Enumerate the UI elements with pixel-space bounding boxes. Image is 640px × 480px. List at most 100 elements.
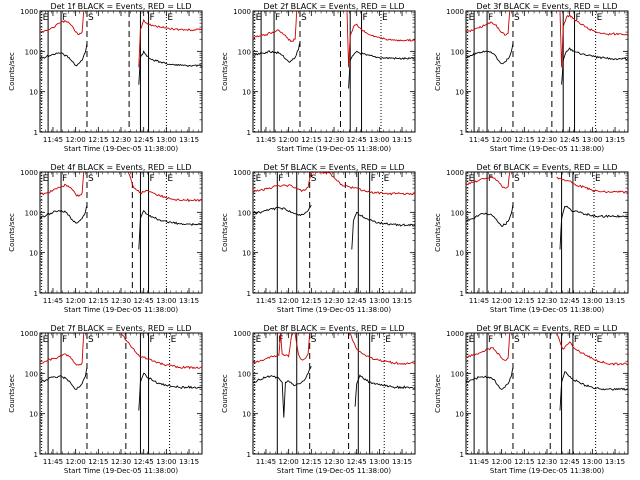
series-events-line	[253, 366, 415, 418]
marker-label: E	[43, 13, 49, 23]
y-tick-label: 1	[247, 451, 251, 459]
y-tick-label: 1000	[233, 169, 251, 177]
x-tick-label: 12:30	[111, 136, 131, 144]
marker-label: F	[576, 13, 581, 23]
y-tick-label: 1000	[446, 169, 464, 177]
y-tick-label: 100	[238, 48, 251, 56]
x-tick-label: 11:45	[469, 297, 489, 305]
series-events-line	[253, 204, 415, 250]
marker-label: F	[574, 174, 579, 184]
x-tick-label: 12:30	[537, 458, 557, 466]
y-tick-label: 1	[460, 290, 464, 298]
y-tick-label: 1000	[446, 330, 464, 338]
x-tick-label: 13:15	[392, 458, 412, 466]
y-tick-label: 10	[242, 89, 251, 97]
x-tick-label: 13:00	[156, 458, 176, 466]
x-tick-label: 12:30	[324, 458, 344, 466]
marker-label: E	[385, 335, 391, 345]
y-tick-label: 1000	[20, 8, 38, 16]
marker-label: E	[595, 174, 601, 184]
marker-label: F	[488, 174, 493, 184]
marker-label: E	[256, 174, 262, 184]
marker-label: S	[311, 174, 317, 184]
x-tick-label: 12:15	[514, 136, 534, 144]
marker-label: E	[384, 174, 390, 184]
marker-label: E	[171, 335, 177, 345]
x-tick-label: 12:00	[492, 458, 512, 466]
y-tick-label: 1	[247, 290, 251, 298]
x-tick-label: 12:45	[560, 136, 580, 144]
x-tick-label: 13:15	[392, 136, 412, 144]
x-tick-label: 12:45	[347, 458, 367, 466]
x-tick-label: 12:15	[301, 458, 321, 466]
marker-label: S	[514, 335, 520, 345]
series-lld-line	[40, 333, 202, 370]
y-tick-label: 10	[242, 411, 251, 419]
x-tick-label: 12:00	[492, 297, 512, 305]
series-lld-line	[40, 11, 202, 68]
marker-label: S	[301, 13, 307, 23]
x-tick-label: 13:15	[605, 458, 625, 466]
y-tick-label: 100	[451, 48, 464, 56]
x-tick-label: 12:00	[279, 458, 299, 466]
x-tick-label: 13:00	[582, 136, 602, 144]
x-tick-label: 12:15	[514, 297, 534, 305]
x-tick-label: 11:45	[256, 136, 276, 144]
chart-title: Det 4f BLACK = Events, RED = LLD	[50, 163, 191, 172]
x-axis-label: Start Time (19-Dec-05 11:38:00)	[64, 145, 178, 153]
marker-label: S	[311, 335, 317, 345]
y-tick-label: 10	[455, 250, 464, 258]
chart-panel-4: Det 4f BLACK = Events, RED = LLD 1 10 100 10…	[8, 163, 203, 314]
marker-label: E	[43, 335, 49, 345]
series-lld-line	[466, 333, 628, 366]
x-tick-label: 12:45	[560, 297, 580, 305]
series-lld-line	[253, 11, 415, 68]
series-lld-line	[466, 172, 628, 194]
y-axis-label: Counts/sec	[221, 52, 229, 91]
x-tick-label: 12:15	[301, 297, 321, 305]
x-tick-label: 12:00	[66, 297, 86, 305]
marker-label: F	[275, 13, 280, 23]
marker-label: S	[88, 335, 94, 345]
x-tick-label: 13:15	[392, 297, 412, 305]
x-tick-label: 12:00	[66, 458, 86, 466]
y-axis-label: Counts/sec	[434, 52, 442, 91]
marker-label: S	[514, 174, 520, 184]
marker-label: E	[597, 13, 603, 23]
chart-panel-8: Det 8f BLACK = Events, RED = LLD 1 10 100 10…	[221, 324, 416, 475]
x-tick-label: 13:00	[582, 458, 602, 466]
y-tick-label: 100	[451, 370, 464, 378]
y-axis-label: Counts/sec	[221, 213, 229, 252]
y-tick-label: 100	[451, 209, 464, 217]
marker-label: F	[371, 335, 376, 345]
y-tick-label: 100	[25, 209, 38, 217]
x-tick-label: 12:30	[537, 136, 557, 144]
chart-panel-6: Det 6f BLACK = Events, RED = LLD 1 10 100 10…	[434, 163, 629, 314]
x-tick-label: 12:45	[134, 297, 154, 305]
plot-frame	[252, 10, 416, 133]
marker-label: F	[574, 335, 579, 345]
series-events-line	[40, 43, 202, 85]
x-tick-label: 11:45	[469, 136, 489, 144]
marker-label: E	[382, 13, 388, 23]
chart-title: Det 3f BLACK = Events, RED = LLD	[476, 2, 617, 11]
x-tick-label: 12:30	[324, 297, 344, 305]
series-lld-line	[253, 333, 415, 365]
x-tick-label: 11:45	[469, 458, 489, 466]
x-tick-label: 11:45	[43, 458, 63, 466]
series-lld-line	[253, 172, 415, 196]
y-tick-label: 1000	[20, 330, 38, 338]
x-tick-label: 12:15	[88, 458, 108, 466]
x-tick-label: 13:00	[369, 136, 389, 144]
marker-label: E	[469, 335, 475, 345]
marker-label: E	[469, 174, 475, 184]
y-axis-label: Counts/sec	[434, 374, 442, 413]
marker-label: E	[167, 13, 173, 23]
marker-label: F	[62, 13, 67, 23]
series-lld-line	[40, 172, 202, 203]
chart-panel-5: Det 5f BLACK = Events, RED = LLD 1 10 100 10…	[221, 163, 416, 314]
marker-label: F	[488, 335, 493, 345]
x-tick-label: 11:45	[43, 136, 63, 144]
series-events-line	[466, 43, 628, 85]
marker-label: F	[278, 174, 283, 184]
